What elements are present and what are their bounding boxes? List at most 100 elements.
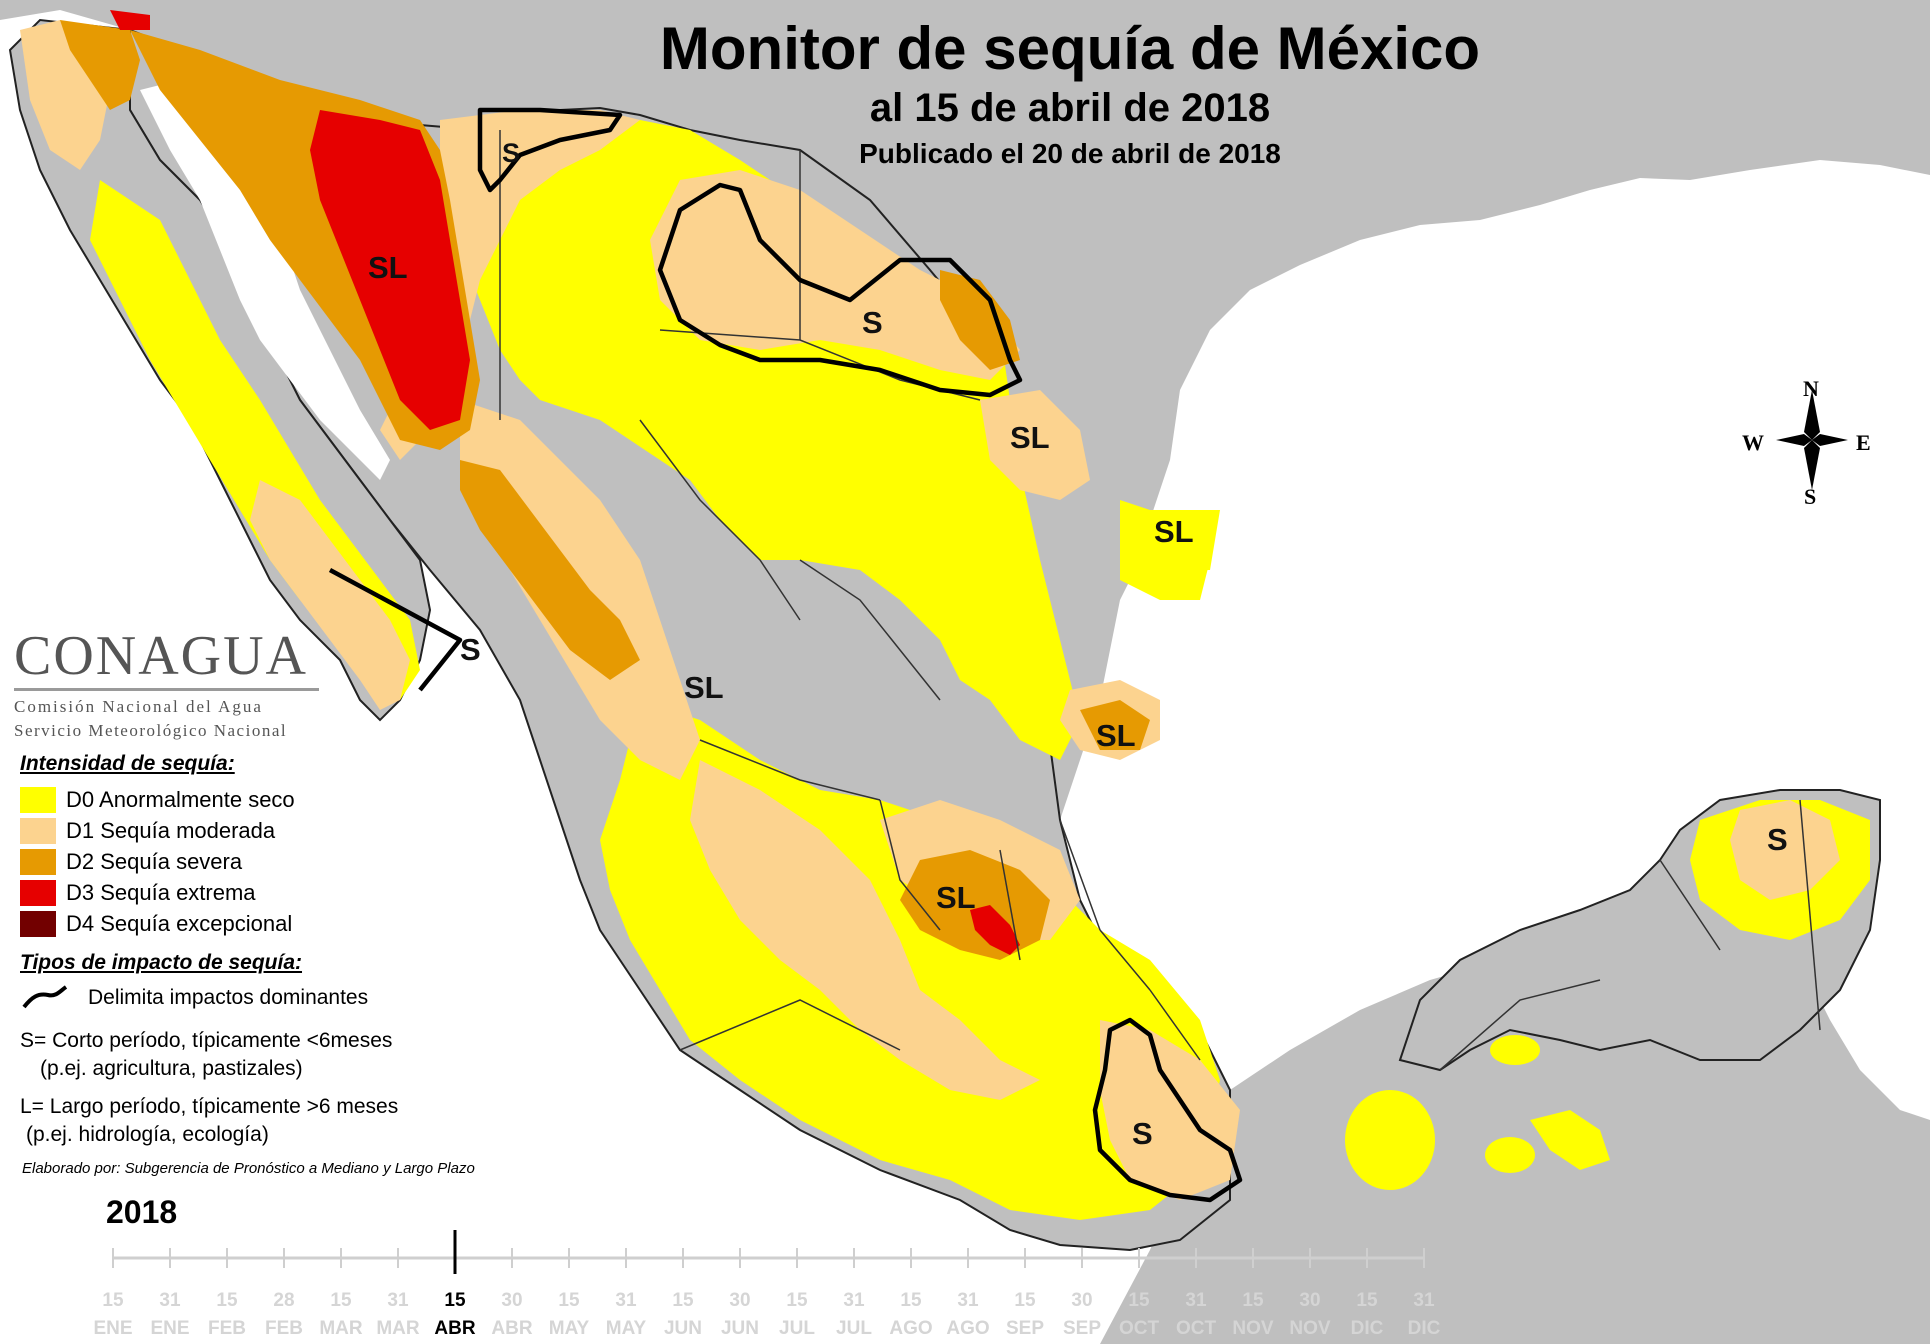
timeline: 15 ENE 31 ENE 15 FEB 28 FEB 15 MAR 31 MAR 15 ABR 30 ABR…	[93, 1230, 1441, 1339]
compass-e-label: E	[1856, 430, 1871, 455]
timeline-day-label: 31	[615, 1290, 637, 1311]
timeline-month-label: MAR	[319, 1318, 363, 1339]
d3-area-sonora	[310, 110, 470, 430]
legend-item-d1: D1 Sequía moderada	[20, 815, 540, 846]
timeline-day-label: 15	[102, 1290, 124, 1311]
d1-area-guerrero	[1100, 1020, 1240, 1200]
swatch-d4	[20, 910, 56, 937]
d2-area-tamaulipas	[1080, 700, 1150, 750]
d0-area-north	[450, 110, 1080, 760]
d2-area-sinaloa	[460, 460, 640, 680]
timeline-month-label: OCT	[1176, 1318, 1217, 1339]
d2-area-coahuila	[940, 270, 1020, 370]
region-label-yucatan: S	[1767, 822, 1788, 857]
legend-intensity-title: Intensidad de sequía:	[20, 752, 235, 775]
compass-n-label: N	[1803, 376, 1819, 401]
compass-s-label: S	[1804, 484, 1817, 509]
map-subtitle: al 15 de abril de 2018	[869, 86, 1271, 130]
timeline-day-label: 15	[558, 1290, 580, 1311]
usa-landmass	[0, 0, 1930, 820]
region-label-veracruz: SL	[1096, 718, 1136, 753]
d0-area-chiapas-2	[1530, 1110, 1610, 1170]
d2-area-baja-north	[60, 20, 140, 110]
legend-label-d3: D3 Sequía extrema	[66, 879, 256, 905]
compass-needle-n	[1804, 390, 1820, 440]
conagua-logo: CONAGUA Comisión Nacional del Agua Servi…	[14, 628, 334, 741]
legend-item-d4: D4 Sequía excepcional	[20, 908, 540, 939]
timeline-day-label: 30	[501, 1290, 522, 1311]
gulf-of-california	[140, 80, 390, 480]
timeline-month-label: JUN	[721, 1318, 759, 1339]
compass-rose	[1776, 390, 1848, 490]
region-label-chihuahua: S	[502, 138, 521, 168]
timeline-day-label: 28	[273, 1290, 294, 1311]
timeline-day-label: 31	[1413, 1290, 1435, 1311]
legend-impact-line-label: Delimita impactos dominantes	[88, 986, 369, 1009]
region-label-nuevo-leon: SL	[1010, 420, 1050, 455]
drought-areas	[20, 10, 1870, 1220]
d0-area-tamaulipas-coast	[1120, 510, 1220, 570]
region-label-sonora: SL	[368, 250, 408, 285]
region-label-oaxaca: S	[1132, 1116, 1153, 1151]
timeline-day-label: 30	[729, 1290, 750, 1311]
d1-area-chihuahua	[440, 130, 500, 220]
legend-impact-title: Tipos de impacto de sequía:	[20, 951, 303, 974]
timeline-day-label: 31	[957, 1290, 979, 1311]
timeline-day-label: 15	[786, 1290, 808, 1311]
timeline-month-label: JUL	[836, 1318, 872, 1339]
timeline-day-label: 31	[1185, 1290, 1207, 1311]
timeline-day-label: 30	[1071, 1290, 1092, 1311]
legend-label-d0: D0 Anormalmente seco	[66, 786, 295, 812]
timeline-day-label: 15	[672, 1290, 694, 1311]
compass-w-label: W	[1742, 430, 1764, 455]
timeline-day-label: 15	[900, 1290, 922, 1311]
logo-wordmark: CONAGUA	[14, 625, 308, 687]
timeline-year: 2018	[106, 1194, 178, 1230]
logo-subtitle-2: Servicio Meteorológico Nacional	[14, 721, 288, 740]
timeline-month-label: JUN	[664, 1318, 702, 1339]
timeline-month-label: MAY	[549, 1318, 590, 1339]
impact-line-chihuahua	[477, 107, 623, 193]
impact-line-oaxaca	[1092, 1017, 1243, 1203]
logo-rule	[14, 688, 319, 691]
legend-item-d3: D3 Sequía extrema	[20, 877, 540, 908]
legend-s-line2: (p.ej. agricultura, pastizales)	[40, 1057, 303, 1080]
timeline-month-label: NOV	[1232, 1318, 1274, 1339]
compass-needle-w	[1776, 434, 1812, 446]
impact-line-icon	[22, 985, 68, 1009]
timeline-day-label: 31	[843, 1290, 865, 1311]
impact-boundaries	[328, 107, 1243, 1203]
region-label-bajio: SL	[936, 880, 976, 915]
region-label-coahuila: S	[862, 305, 883, 340]
compass-needle-s	[1804, 440, 1820, 490]
timeline-month-label: ENE	[150, 1318, 189, 1339]
timeline-day-label: 31	[387, 1290, 409, 1311]
d1-area-baja-south	[250, 480, 410, 710]
legend-l-line2: (p.ej. hidrología, ecología)	[26, 1123, 269, 1146]
legend-impact-line-item: Delimita impactos dominantes	[20, 983, 540, 1013]
timeline-day-label: 15	[1014, 1290, 1036, 1311]
d1-area-nl	[980, 390, 1090, 500]
region-label-tamaulipas: SL	[1154, 514, 1194, 549]
d3-area-baja-corner	[110, 10, 150, 30]
impact-line-coahuila	[657, 182, 1023, 398]
d1-area-coahuila	[650, 170, 1020, 380]
timeline-day-label: 15	[444, 1290, 466, 1311]
legend-s-line1: S= Corto período, típicamente <6meses	[20, 1029, 393, 1052]
timeline-month-label: AGO	[889, 1318, 932, 1339]
legend-label-d1: D1 Sequía moderada	[66, 817, 276, 843]
d0-area-chiapas-1	[1485, 1137, 1535, 1173]
legend-item-d2: D2 Sequía severa	[20, 846, 540, 877]
timeline-month-label: FEB	[265, 1318, 303, 1339]
impact-line-baja	[328, 568, 463, 692]
legend-item-d0: D0 Anormalmente seco	[20, 784, 540, 815]
timeline-month-label: SEP	[1006, 1318, 1044, 1339]
swatch-d2	[20, 848, 56, 875]
timeline-month-label: DIC	[1408, 1318, 1441, 1339]
timeline-month-label: AGO	[946, 1318, 989, 1339]
timeline-month-label: FEB	[208, 1318, 246, 1339]
region-label-sinaloa: SL	[684, 670, 724, 705]
timeline-month-label: ABR	[491, 1318, 532, 1339]
published-date: Publicado el 20 de abril de 2018	[859, 138, 1281, 169]
